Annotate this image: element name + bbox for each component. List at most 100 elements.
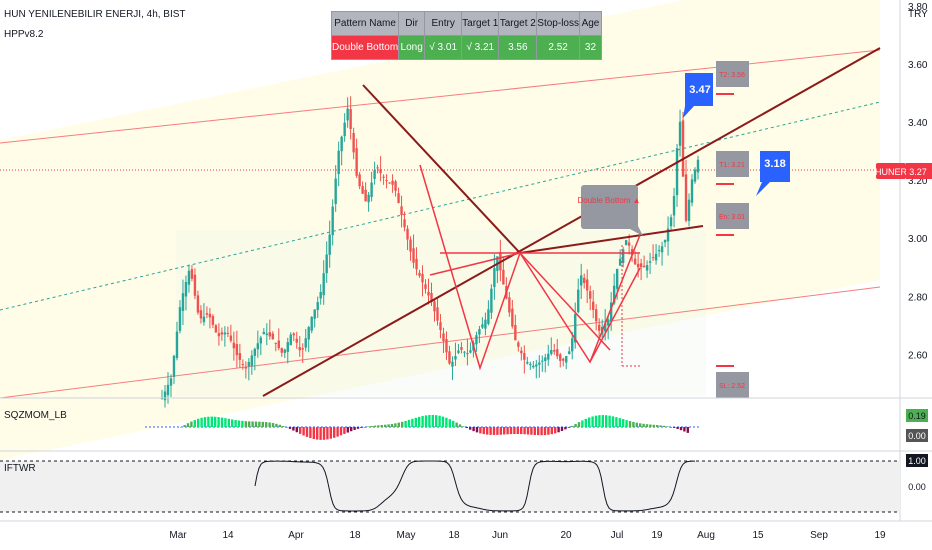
squeeze-bar	[526, 427, 530, 435]
iftwr-value-2: 0.00	[908, 482, 926, 492]
candle-body	[166, 384, 170, 396]
level-tag-sl-box	[716, 372, 749, 398]
price-axis[interactable]: 2.60 2.80 3.00 3.20 3.40 3.60 3.80	[908, 2, 928, 362]
candle-body	[298, 347, 301, 351]
candle-body	[663, 239, 667, 243]
candle-body	[666, 228, 670, 242]
time-axis[interactable]: Mar 14 Apr 18 May 18 Jun 20 Jul 19 Aug 15 Sep 19	[169, 530, 886, 541]
last-price-text: 3.27	[909, 167, 927, 177]
candle-body	[657, 250, 661, 252]
squeeze-bar	[353, 427, 356, 430]
candle-body	[514, 325, 517, 341]
trend-line-up	[262, 47, 881, 397]
candle-body	[463, 351, 466, 353]
candle-body	[642, 265, 646, 268]
y-tick-label: 2.80	[908, 292, 928, 303]
squeeze-bar	[557, 427, 560, 433]
squeeze-bar	[329, 427, 332, 439]
squeeze-bar	[404, 420, 407, 427]
candle-body	[256, 343, 260, 350]
candle-body	[481, 324, 484, 328]
callout-high-box	[683, 73, 713, 118]
candle-body	[235, 344, 239, 356]
iftwr-value-tags: 1.00 0.00	[906, 454, 928, 492]
callout-high[interactable]: 3.47	[683, 73, 713, 118]
squeeze-bar	[452, 420, 455, 427]
squeeze-bar	[384, 424, 387, 427]
th-target-2: Target 2	[498, 11, 538, 36]
candle-body	[621, 249, 625, 263]
last-price-box	[906, 163, 932, 179]
level-tag-t1[interactable]: T1: 3.21	[716, 151, 749, 185]
candle-body	[238, 353, 242, 360]
candle-body	[331, 206, 334, 236]
candle-body	[355, 148, 358, 176]
candle-body	[427, 291, 430, 296]
candle-body	[469, 350, 472, 353]
candle-body	[612, 285, 616, 304]
squeeze-bar	[241, 420, 244, 427]
squeeze-bar	[679, 427, 683, 431]
squeeze-bar	[584, 418, 587, 427]
callout-target[interactable]: 3.18	[756, 151, 790, 196]
squeeze-bar	[265, 422, 268, 427]
squeeze-bar	[214, 416, 217, 427]
channel-fill	[0, 0, 880, 460]
level-tag-t1-box	[716, 151, 749, 177]
squeeze-bar	[302, 427, 305, 436]
candle-body	[286, 342, 289, 352]
candle-body	[229, 335, 233, 341]
candle-body	[678, 121, 682, 146]
candle-body	[259, 337, 263, 344]
iftwr-title[interactable]: IFTWR	[4, 463, 36, 474]
candle-body	[409, 239, 412, 252]
squeeze-bar	[615, 417, 618, 427]
y-tick-label: 3.00	[908, 234, 928, 245]
candle-body	[301, 348, 304, 350]
candle-body	[181, 293, 185, 311]
indicator-title[interactable]: HPPv8.2	[4, 29, 44, 40]
candle-body	[346, 108, 349, 121]
level-tag-t2-box	[716, 61, 749, 87]
level-tag-t2[interactable]: T2: 3.56	[716, 61, 749, 95]
candle-body	[651, 257, 655, 259]
candle-body	[379, 169, 382, 174]
squeeze-bar	[373, 425, 377, 427]
squeeze-bar	[190, 421, 193, 427]
candle-body	[184, 282, 188, 297]
candle-body	[517, 342, 520, 347]
trend-line-down	[362, 84, 521, 254]
candle-body	[541, 360, 544, 362]
x-tick-label: Jun	[492, 530, 508, 541]
td-age: 32	[578, 35, 602, 60]
x-tick-label: 19	[651, 530, 663, 541]
squeeze-bar	[683, 427, 686, 432]
candle-body	[556, 349, 559, 357]
symbol-title[interactable]: HUN YENILENEBILIR ENERJI, 4h, BIST	[4, 9, 186, 20]
x-tick-label: Aug	[697, 530, 715, 541]
main-pane	[0, 0, 900, 460]
squeeze-bar	[560, 427, 564, 431]
pattern-label[interactable]: Double Bottom ▲	[577, 185, 643, 236]
candle-body	[322, 273, 325, 296]
squeeze-bar	[625, 420, 628, 427]
candle-body	[223, 332, 227, 335]
candle-body	[193, 274, 197, 296]
x-tick-label: 18	[349, 530, 361, 541]
squeeze-title[interactable]: SQZMOM_LB	[4, 410, 67, 421]
squeeze-bar	[652, 424, 655, 427]
level-tag-sl[interactable]: SL: 2.52	[716, 365, 749, 398]
candle-body	[364, 189, 367, 202]
x-tick-label: 19	[874, 530, 886, 541]
squeeze-bar	[367, 426, 370, 427]
candle-body	[202, 316, 206, 323]
th-age: Age	[578, 11, 602, 36]
candle-body	[696, 159, 700, 173]
candle-body	[660, 246, 664, 253]
candle-body	[690, 179, 694, 203]
candle-body	[580, 275, 583, 286]
level-tag-entry[interactable]: En: 3.01	[716, 203, 749, 236]
candle-body	[175, 331, 179, 359]
squeeze-bar	[278, 424, 281, 427]
